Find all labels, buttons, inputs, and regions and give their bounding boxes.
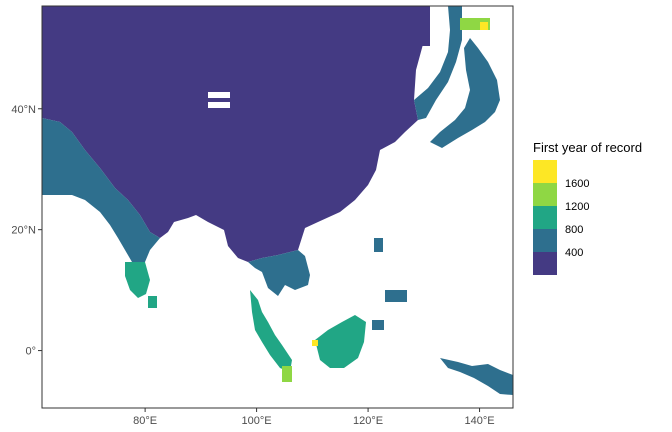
legend-label: 400 [565, 247, 583, 259]
region-philippines-800 [385, 290, 407, 302]
x-axis-tick-label: 140°E [465, 415, 495, 427]
legend-key [533, 160, 557, 183]
region-malay-1200 [250, 290, 292, 372]
region-borneo-yellow [312, 340, 318, 346]
region-tibet-gap-1 [208, 92, 230, 98]
region-korea-bay-gap [412, 6, 430, 46]
legend-label: 1600 [565, 178, 589, 190]
region-srilanka-1200 [148, 296, 157, 308]
region-java-1600 [282, 366, 292, 382]
legend-key [533, 252, 557, 275]
region-seasia-800 [248, 250, 310, 296]
region-tibet-gap-2 [208, 102, 230, 108]
x-axis-tick-label: 120°E [353, 415, 383, 427]
legend-key [533, 206, 557, 229]
panel-border [41, 5, 514, 409]
legend-label: 1200 [565, 201, 589, 213]
region-taiwan-800 [374, 238, 383, 252]
legend-title: First year of record [533, 140, 642, 155]
region-japan-800 [430, 38, 500, 148]
land-shapes [42, 6, 513, 395]
region-west-asia-800 [42, 118, 160, 272]
region-korea-coast-800 [414, 6, 462, 120]
legend: First year of record 1600 1200 800 400 [533, 140, 642, 275]
region-mainland-400 [42, 6, 430, 262]
region-sulawesi-800 [372, 320, 384, 330]
region-borneo-1200 [315, 315, 366, 368]
region-yellow-cell [480, 22, 488, 30]
region-new-guinea-800 [440, 358, 513, 395]
region-india-1200 [125, 262, 150, 298]
legend-keys: 1600 1200 800 400 [533, 160, 589, 275]
y-axis-tick-label: 40°N [11, 104, 36, 116]
y-axis-tick-label: 20°N [11, 225, 36, 237]
x-axis: 80°E 100°E 120°E 140°E [133, 408, 495, 427]
y-axis-tick-label: 0° [25, 346, 36, 358]
x-axis-tick-label: 80°E [133, 415, 157, 427]
legend-key [533, 183, 557, 206]
map-panel [41, 5, 514, 409]
legend-label: 800 [565, 224, 583, 236]
legend-key [533, 229, 557, 252]
y-axis: 40°N 20°N 0° [11, 104, 42, 358]
x-axis-tick-label: 100°E [242, 415, 272, 427]
